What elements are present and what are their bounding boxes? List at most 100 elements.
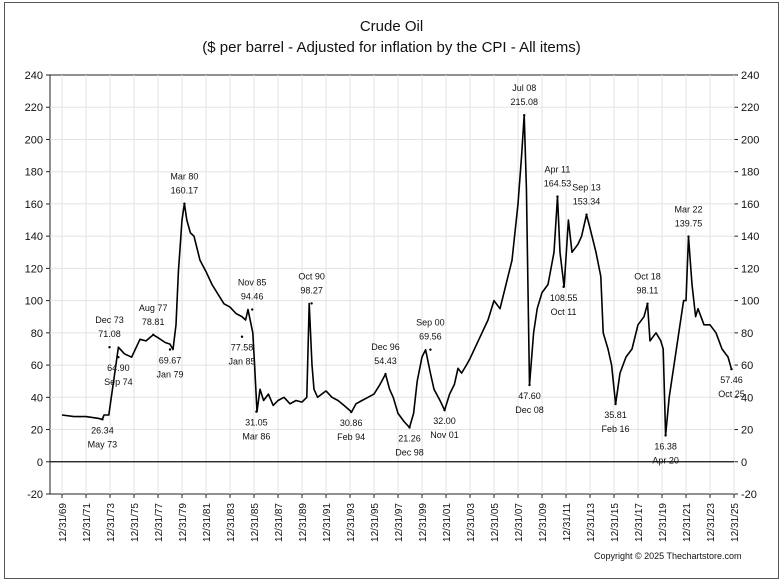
annotation-point [310,302,313,305]
y-tick-label-right: 160 [741,199,759,211]
annotation-point [152,333,155,336]
annotation-value-label: 160.17 [171,186,199,196]
annotation-value-label: 32.00 [433,416,456,426]
x-tick-label: 12/31/23 [706,503,717,542]
annotation-value-label: 21.26 [398,434,421,444]
annotation-date-label: Sep 74 [104,377,133,387]
x-tick-label: 12/31/07 [514,503,525,542]
copyright-notice: Copyright © 2025 Thechartstore.com [594,551,742,561]
annotation-date-label: Dec 73 [95,315,124,325]
annotation-value-label: 153.34 [573,197,601,207]
x-tick-label: 12/31/83 [226,503,237,542]
annotation-point [443,409,446,412]
annotation-date-label: Mar 22 [675,205,703,215]
x-tick-label: 12/31/79 [178,503,189,542]
annotation-value-label: 108.55 [550,293,578,303]
annotation-date-label: Mar 80 [170,172,198,182]
annotation-value-label: 26.34 [91,425,114,435]
y-tick-label-left: 160 [25,199,43,211]
annotation-value-label: 164.53 [544,179,572,189]
annotation-value-label: 94.46 [241,292,264,302]
annotation-date-label: Dec 98 [395,448,424,458]
annotation-date-label: Jul 08 [512,83,536,93]
x-tick-label: 12/31/87 [274,503,285,542]
x-tick-label: 12/31/13 [586,503,597,542]
annotation-value-label: 69.67 [159,355,182,365]
annotation-point [108,346,111,349]
annotation-point [350,410,353,414]
y-tick-label-right: 0 [741,457,747,469]
annotation-date-label: Dec 08 [515,405,544,415]
annotation-date-label: Jan 85 [228,357,255,367]
x-tick-label: 12/31/91 [322,503,333,542]
y-tick-label-left: 220 [25,102,43,114]
annotation-date-label: Nov 01 [430,430,459,440]
y-tick-label-right: 100 [741,296,759,308]
y-tick-label-right: 140 [741,231,759,243]
annotation-point [523,113,526,117]
annotation-date-label: Sep 13 [572,183,601,193]
annotation-point [730,367,733,371]
annotation-date-label: Sep 00 [416,318,445,328]
y-tick-label-right: 60 [741,360,753,372]
annotation-point [255,410,258,413]
x-tick-label: 12/31/11 [562,503,573,542]
annotation-point [251,308,254,311]
y-tick-label-right: 20 [741,425,753,437]
annotation-point [687,235,690,238]
x-tick-label: 12/31/03 [466,503,477,542]
annotation-value-label: 31.05 [245,418,268,428]
x-tick-label: 12/31/69 [58,503,69,542]
y-tick-label-left: 140 [25,231,43,243]
x-tick-label: 12/31/17 [634,503,645,542]
y-tick-label-right: 40 [741,392,753,404]
annotation-point [528,383,531,387]
x-tick-label: 12/31/95 [370,503,381,542]
annotation-value-label: 98.27 [300,285,323,295]
y-tick-label-left: 120 [25,263,43,275]
y-tick-label-right: 120 [741,263,759,275]
x-tick-label: 12/31/71 [82,503,93,542]
annotation-point [101,418,104,421]
y-tick-label-left: -20 [27,489,43,501]
annotation-date-label: Oct 90 [298,271,325,281]
annotation-date-label: Oct 18 [634,272,661,282]
annotation-date-label: Mar 86 [242,432,270,442]
y-tick-label-right: 80 [741,328,753,340]
annotation-value-label: 78.81 [142,317,165,327]
x-tick-label: 12/31/21 [682,503,693,542]
x-tick-label: 12/31/73 [106,503,117,542]
annotation-date-label: Nov 85 [238,278,267,288]
annotation-point [646,302,649,305]
chart-subtitle: ($ per barrel - Adjusted for inflation b… [202,39,581,56]
crude-oil-price-line [61,114,733,437]
annotation-date-label: Oct 25 [718,389,745,399]
x-tick-label: 12/31/81 [202,503,213,542]
y-tick-label-left: 200 [25,134,43,146]
x-tick-label: 12/31/99 [418,503,429,542]
x-tick-label: 12/31/01 [442,503,453,542]
annotation-value-label: 16.38 [654,441,677,451]
annotation-value-label: 77.58 [231,343,254,353]
plot-area-border [49,74,735,495]
annotation-date-label: May 73 [88,439,118,449]
x-tick-label: 12/31/77 [154,503,165,542]
annotation-date-label: Apr 11 [545,165,571,175]
annotation-value-label: 30.86 [340,418,363,428]
x-tick-label: 12/31/97 [394,503,405,542]
x-tick-label: 12/31/75 [130,503,141,542]
x-tick-label: 12/31/19 [658,503,669,542]
annotation-date-label: Feb 16 [602,424,630,434]
y-tick-label-left: 20 [31,425,43,437]
annotation-value-label: 35.81 [604,410,627,420]
x-tick-label: 12/31/09 [538,503,549,542]
annotation-point [556,195,559,198]
y-tick-label-right: 180 [741,167,759,179]
y-tick-label-left: 40 [31,392,43,404]
y-tick-label-right: -20 [741,489,757,501]
annotation-point [585,213,588,216]
annotation-value-label: 69.56 [419,332,442,342]
y-tick-label-left: 100 [25,296,43,308]
y-tick-label-left: 0 [37,457,43,469]
annotation-value-label: 71.08 [98,329,121,339]
